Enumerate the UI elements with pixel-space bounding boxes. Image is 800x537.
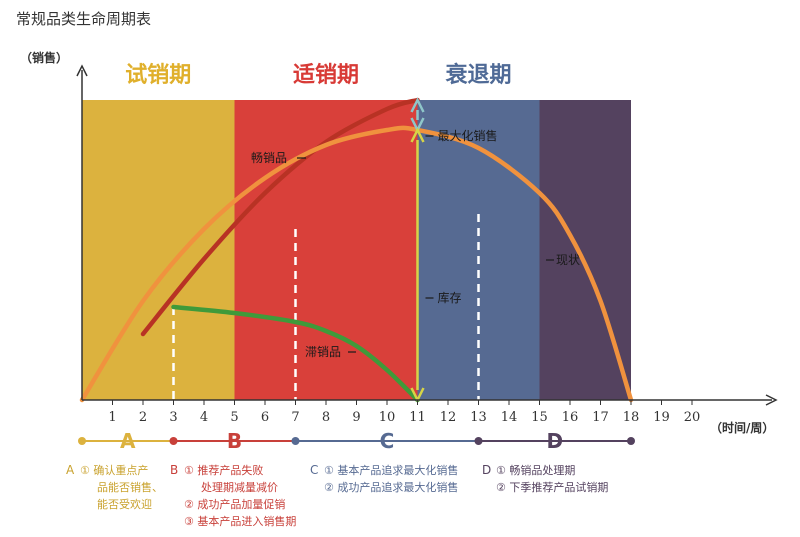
note-b-line-2: 处理期减量减价 xyxy=(201,481,278,494)
x-tick-label-4: 4 xyxy=(200,410,208,425)
x-tick-label-19: 19 xyxy=(653,410,670,425)
chart-title: 常规品类生命周期表 xyxy=(16,10,152,28)
note-d-head: D xyxy=(482,463,492,477)
curve-label-slow-seller: 滞销品 xyxy=(305,345,341,359)
arrow-label-max-sales: 最大化销售 xyxy=(438,128,498,143)
phase-label-1: 适销期 xyxy=(293,63,359,88)
x-tick-label-2: 2 xyxy=(139,410,147,425)
x-tick-label-14: 14 xyxy=(501,410,518,425)
note-b-line-1: ① 推荐产品失败 xyxy=(184,464,264,477)
x-tick-label-5: 5 xyxy=(230,410,238,425)
note-a-line-3: 能否受欢迎 xyxy=(97,498,152,511)
phase-label-0: 试销期 xyxy=(125,63,191,88)
x-axis-arrow xyxy=(765,394,778,406)
segment-label-B: B xyxy=(227,429,242,453)
x-tick-label-12: 12 xyxy=(440,410,457,425)
curve-bestseller xyxy=(140,97,420,337)
phase-label-2: 衰退期 xyxy=(444,62,511,88)
curve-label-bestseller: 畅销品 xyxy=(251,151,287,165)
note-a-head: A xyxy=(66,463,75,477)
x-tick-label-20: 20 xyxy=(684,410,701,425)
note-b-head: B xyxy=(170,463,179,477)
x-tick-label-1: 1 xyxy=(108,410,116,425)
note-c-head: C xyxy=(310,463,319,477)
x-tick-label-18: 18 xyxy=(623,410,640,425)
segment-label-A: A xyxy=(120,429,136,453)
note-d-line-2: ② 下季推荐产品试销期 xyxy=(496,481,609,494)
segment-dot-end xyxy=(627,437,635,445)
x-tick-label-8: 8 xyxy=(322,410,330,425)
curve-label-current: 现状 xyxy=(556,253,580,267)
note-b-line-3: ② 成功产品加量促销 xyxy=(184,498,286,511)
segment-dot-B xyxy=(169,437,178,445)
note-d-line-1: ① 畅销品处理期 xyxy=(496,464,576,477)
note-a-line-2: 品能否销售、 xyxy=(97,481,163,494)
y-axis-arrow xyxy=(76,64,88,77)
x-tick-label-17: 17 xyxy=(592,410,609,425)
x-tick-label-10: 10 xyxy=(379,410,396,425)
arrow-max-sales-head-top xyxy=(410,97,425,113)
segment-dot-A xyxy=(78,437,86,445)
note-a-line-1: ① 确认重点产 xyxy=(80,464,149,477)
note-d: D ① 畅销品处理期 ② 下季推荐产品试销期 xyxy=(482,462,608,496)
x-tick-label-11: 11 xyxy=(409,410,426,425)
segment-label-C: C xyxy=(380,429,395,453)
x-tick-label-3: 3 xyxy=(169,410,177,425)
x-axis-label: （时间/周） xyxy=(710,420,774,435)
note-a: A ① 确认重点产 品能否销售、 能否受欢迎 xyxy=(66,462,163,513)
phase-band-1 xyxy=(234,100,418,400)
segment-dot-C xyxy=(291,437,300,445)
curve-slow-seller xyxy=(171,304,420,403)
note-c: C ① 基本产品追求最大化销售 ② 成功产品追求最大化销售 xyxy=(310,462,458,496)
curve-current xyxy=(79,125,634,403)
segment-dot-D xyxy=(474,437,483,445)
x-tick-label-6: 6 xyxy=(261,410,269,425)
arrow-inventory-head-top xyxy=(410,127,425,143)
x-tick-label-16: 16 xyxy=(562,410,579,425)
note-c-line-1: ① 基本产品追求最大化销售 xyxy=(324,464,459,477)
segment-label-D: D xyxy=(546,429,563,453)
x-tick-label-13: 13 xyxy=(470,410,487,425)
x-tick-label-7: 7 xyxy=(291,410,299,425)
note-b: B ① 推荐产品失败 处理期减量减价 ② 成功产品加量促销 ③ 基本产品进入销售期 xyxy=(170,462,296,530)
y-axis-label: （销售） xyxy=(20,50,68,65)
x-tick-label-15: 15 xyxy=(531,410,548,425)
note-c-line-2: ② 成功产品追求最大化销售 xyxy=(324,481,459,494)
x-tick-label-9: 9 xyxy=(352,410,360,425)
note-b-line-4: ③ 基本产品进入销售期 xyxy=(184,515,297,528)
arrow-label-inventory: 库存 xyxy=(438,290,462,305)
